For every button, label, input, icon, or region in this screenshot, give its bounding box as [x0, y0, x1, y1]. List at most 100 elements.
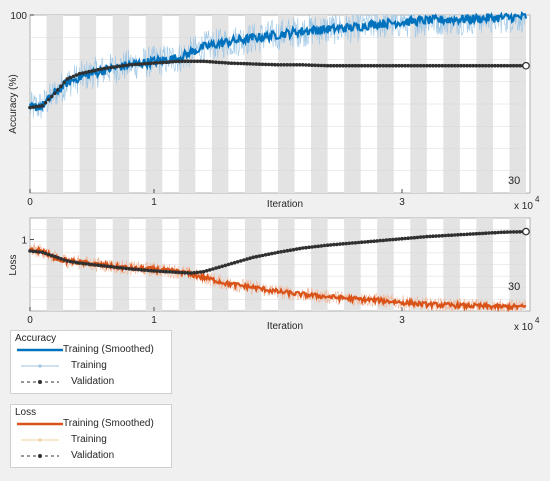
acc-validation-point — [493, 63, 497, 68]
accuracy-x-label: Iteration — [267, 199, 303, 210]
loss-validation-point — [508, 230, 513, 234]
acc-validation-point — [235, 61, 240, 66]
acc-validation-point — [390, 63, 395, 68]
loss-validation-point — [505, 230, 510, 234]
acc-validation-point — [341, 63, 345, 68]
loss-validation-point — [394, 237, 398, 242]
acc-validation-point — [437, 63, 442, 68]
acc-validation-point — [322, 63, 327, 68]
acc-validation-point — [449, 63, 454, 68]
acc-validation-point — [474, 63, 479, 68]
acc-validation-point — [251, 62, 255, 66]
loss-validation-point — [204, 269, 209, 273]
loss-validation-point — [483, 231, 488, 235]
acc-validation-point — [71, 74, 76, 79]
loss-legend-label-training: Training — [71, 434, 107, 445]
loss-validation-point — [418, 235, 423, 239]
acc-validation-point — [142, 61, 147, 66]
loss-validation-point — [313, 244, 318, 249]
loss-validation-point — [130, 267, 135, 271]
acc-validation-point — [115, 64, 119, 69]
accuracy-x-exponent-power: 4 — [535, 195, 540, 204]
acc-validation-point — [294, 63, 299, 67]
acc-validation-point — [263, 62, 268, 67]
acc-x-tick-label: 1 — [151, 197, 157, 208]
acc-validation-point — [418, 63, 423, 68]
loss-validation-point — [390, 237, 395, 242]
loss-validation-point — [490, 231, 494, 235]
loss-validation-point — [235, 260, 240, 264]
loss-legend: Loss Training (Smoothed) Training Valida… — [10, 404, 172, 468]
acc-validation-point — [220, 60, 224, 65]
acc-validation-point — [359, 63, 364, 68]
loss-validation-point — [487, 231, 491, 235]
loss-legend-item-training: Training — [11, 433, 169, 447]
acc-validation-point — [245, 61, 249, 66]
loss-validation-point — [403, 236, 407, 241]
acc-validation-point — [518, 63, 522, 68]
loss-validation-point — [37, 250, 42, 254]
loss-validation-point — [195, 270, 200, 275]
loss-validation-point — [363, 240, 367, 244]
loss-validation-point — [356, 240, 361, 245]
loss-validation-point — [180, 270, 184, 275]
acc-validation-point — [325, 63, 330, 68]
loss-validation-point — [68, 259, 73, 264]
accuracy-series — [28, 10, 530, 112]
acc-validation-point — [297, 63, 302, 67]
acc-validation-point — [381, 63, 386, 68]
loss-validation-point — [285, 248, 290, 253]
loss-validation-point — [80, 261, 85, 266]
acc-validation-point — [80, 71, 85, 75]
loss-validation-point — [208, 268, 212, 272]
loss-validation-point — [93, 263, 97, 267]
acc-validation-point — [291, 63, 296, 67]
accuracy-y-label: Accuracy (%) — [8, 74, 19, 133]
loss-validation-point — [443, 233, 448, 238]
loss-validation-point — [62, 258, 66, 262]
acc-validation-point — [307, 63, 311, 67]
loss-validation-point — [452, 233, 457, 237]
loss-training-raw — [29, 243, 527, 312]
loss-validation-swatch-icon — [21, 454, 59, 458]
acc-validation-point — [161, 60, 166, 65]
loss-validation-point — [421, 235, 426, 239]
loss-validation-point — [328, 243, 333, 247]
loss-validation-point — [344, 241, 349, 246]
loss-validation-point — [412, 235, 417, 240]
loss-validation-point — [56, 255, 60, 260]
loss-validation-point — [105, 264, 110, 269]
loss-validation-point — [177, 270, 181, 275]
acc-validation-point — [462, 63, 466, 68]
acc-validation-point — [127, 63, 131, 67]
acc-validation-point — [139, 62, 144, 66]
acc-validation-point — [356, 63, 361, 68]
acc-final-validation-marker — [522, 61, 530, 70]
loss-validation-point — [273, 251, 277, 255]
acc-validation-point — [465, 63, 469, 68]
acc-validation-point — [189, 59, 193, 64]
acc-validation-point — [201, 59, 206, 64]
acc-validation-point — [490, 63, 494, 68]
acc-validation-point — [316, 63, 321, 68]
acc-validation-point — [257, 62, 262, 66]
loss-validation-point — [409, 236, 414, 240]
acc-validation-point — [99, 67, 104, 71]
loss-validation-point — [341, 242, 345, 246]
loss-validation-point — [186, 271, 190, 275]
acc-validation-point — [440, 63, 445, 68]
loss-validation-point — [456, 233, 460, 237]
loss-validation-point — [220, 264, 224, 269]
loss-validation-point — [425, 234, 429, 239]
loss-validation-point — [437, 234, 442, 238]
acc-validation-point — [229, 61, 234, 65]
loss-validation-point — [183, 270, 187, 275]
acc-validation-point — [248, 62, 252, 66]
loss-validation-point — [211, 267, 215, 271]
loss-validation-point — [465, 232, 469, 237]
loss-validation-point — [434, 234, 438, 238]
loss-legend-label-smoothed: Training (Smoothed) — [63, 418, 154, 429]
acc-validation-point — [133, 62, 138, 67]
loss-validation-point — [335, 242, 339, 247]
acc-validation-point — [514, 63, 519, 68]
